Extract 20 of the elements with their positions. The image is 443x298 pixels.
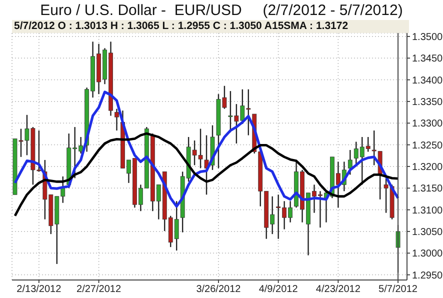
y-tick-label: 1.3100 [412, 205, 443, 216]
y-tick-label: 1.3500 [412, 32, 443, 44]
y-tick-label: 1.3150 [412, 184, 443, 195]
x-tick-label: 5/7/2012 [378, 284, 418, 296]
x-tick-label: 2/13/2012 [16, 284, 62, 296]
chart-title: Euro / U.S. Dollar - EUR/USD (2/7/2012 - 5/7/2012) [39, 2, 404, 19]
y-tick-label: 1.3000 [412, 248, 443, 260]
x-tick-label: 3/26/2012 [196, 284, 242, 296]
y-tick-label: 1.3250 [412, 140, 443, 152]
x-tick-label: 2/27/2012 [76, 284, 122, 296]
x-tick-label: 4/23/2012 [316, 284, 361, 296]
x-tick-label: 4/9/2012 [258, 284, 298, 296]
y-tick-label: 1.3350 [412, 97, 443, 108]
y-tick-label: 1.3200 [412, 162, 443, 174]
y-tick-label: 1.3400 [412, 75, 443, 86]
y-tick-label: 1.3300 [412, 118, 443, 130]
y-tick-label: 1.2950 [412, 270, 443, 282]
y-tick-label: 1.3450 [412, 54, 443, 65]
chart-subtitle: 5/7/2012 O : 1.3013 H : 1.3065 L : 1.2955 C : 1.3050 A15SMA : 1.3172 [12, 20, 409, 33]
y-tick-label: 1.3050 [412, 227, 443, 238]
